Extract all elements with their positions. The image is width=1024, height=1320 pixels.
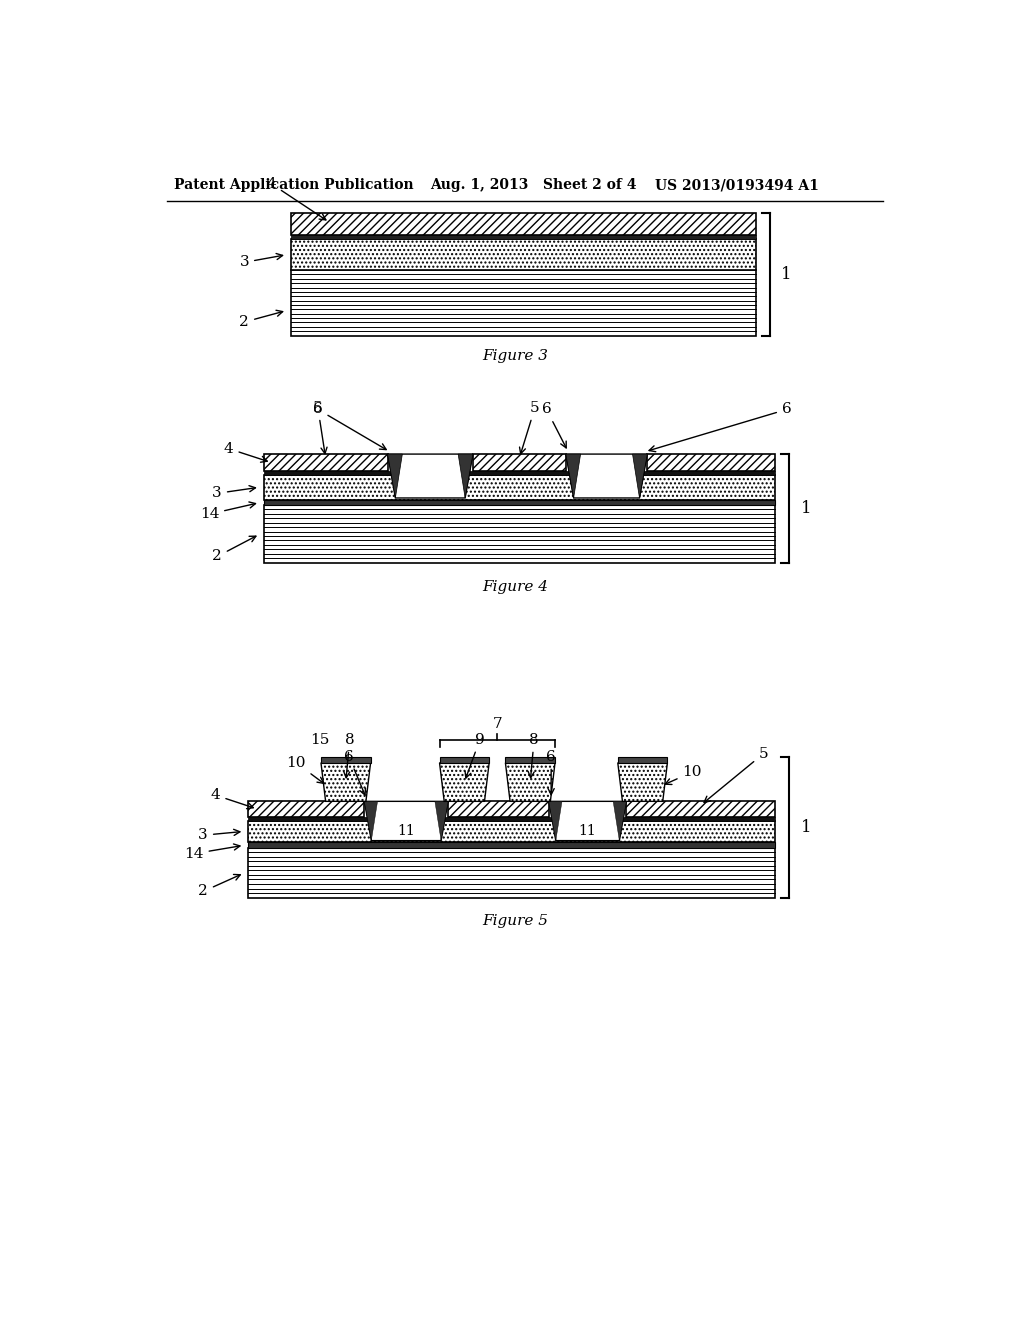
Polygon shape [458, 454, 473, 498]
Text: 14: 14 [184, 843, 240, 861]
Text: Figure 3: Figure 3 [482, 350, 549, 363]
Polygon shape [388, 454, 473, 498]
Bar [248, 842, 775, 847]
Text: 3: 3 [199, 828, 240, 842]
Bar [263, 475, 775, 499]
Bar [263, 506, 775, 562]
Text: 6: 6 [546, 750, 556, 795]
Text: 6: 6 [649, 403, 792, 451]
Bar [291, 235, 756, 239]
Text: 15: 15 [309, 733, 329, 747]
Bar [263, 471, 775, 475]
Bar [506, 756, 555, 763]
Polygon shape [365, 801, 378, 841]
Polygon shape [566, 454, 581, 498]
Bar [248, 847, 775, 898]
Polygon shape [617, 763, 668, 801]
Text: Aug. 1, 2013   Sheet 2 of 4: Aug. 1, 2013 Sheet 2 of 4 [430, 178, 637, 193]
Bar [439, 756, 489, 763]
Bar [291, 239, 756, 271]
Polygon shape [506, 763, 555, 801]
Polygon shape [321, 763, 371, 801]
Bar [627, 801, 775, 817]
Text: US 2013/0193494 A1: US 2013/0193494 A1 [655, 178, 819, 193]
Bar [248, 821, 775, 842]
Bar [321, 756, 371, 763]
Text: 4: 4 [224, 442, 267, 462]
Text: Figure 5: Figure 5 [482, 913, 549, 928]
Polygon shape [549, 801, 627, 841]
Text: 3: 3 [212, 486, 255, 500]
Text: 6: 6 [313, 403, 386, 450]
Text: 1: 1 [801, 818, 811, 836]
Polygon shape [439, 763, 489, 801]
Polygon shape [435, 801, 449, 841]
Bar [248, 817, 775, 821]
Text: 8: 8 [344, 733, 354, 777]
Polygon shape [549, 801, 562, 841]
Polygon shape [613, 801, 627, 841]
Text: 11: 11 [397, 825, 415, 838]
Text: 7: 7 [493, 717, 502, 731]
Bar [291, 271, 756, 335]
Text: 6: 6 [542, 403, 566, 447]
Text: 6: 6 [344, 750, 366, 795]
Text: 14: 14 [200, 502, 256, 521]
Bar [647, 454, 775, 471]
Text: 9: 9 [465, 733, 484, 777]
Text: 2: 2 [212, 536, 256, 564]
Text: 1: 1 [801, 500, 811, 517]
Text: 2: 2 [199, 874, 241, 899]
Bar [449, 801, 549, 817]
Bar [617, 756, 668, 763]
Text: 4: 4 [266, 177, 326, 220]
Bar [263, 454, 388, 471]
Bar [263, 499, 775, 506]
Text: 5: 5 [519, 401, 540, 454]
Text: 11: 11 [579, 825, 596, 838]
Polygon shape [566, 454, 647, 498]
Polygon shape [633, 454, 647, 498]
Text: Figure 4: Figure 4 [482, 581, 549, 594]
Text: Patent Application Publication: Patent Application Publication [174, 178, 414, 193]
Text: 10: 10 [666, 766, 701, 784]
Bar [473, 454, 566, 471]
Text: 4: 4 [211, 788, 253, 809]
Text: 10: 10 [287, 756, 324, 783]
Text: 5: 5 [313, 401, 327, 454]
Bar [291, 213, 756, 235]
Text: 1: 1 [781, 265, 792, 282]
Text: 5: 5 [705, 747, 768, 803]
Text: 2: 2 [240, 310, 283, 329]
Text: 3: 3 [240, 253, 283, 269]
Polygon shape [365, 801, 449, 841]
Bar [248, 801, 365, 817]
Text: 8: 8 [528, 733, 539, 777]
Polygon shape [388, 454, 402, 498]
